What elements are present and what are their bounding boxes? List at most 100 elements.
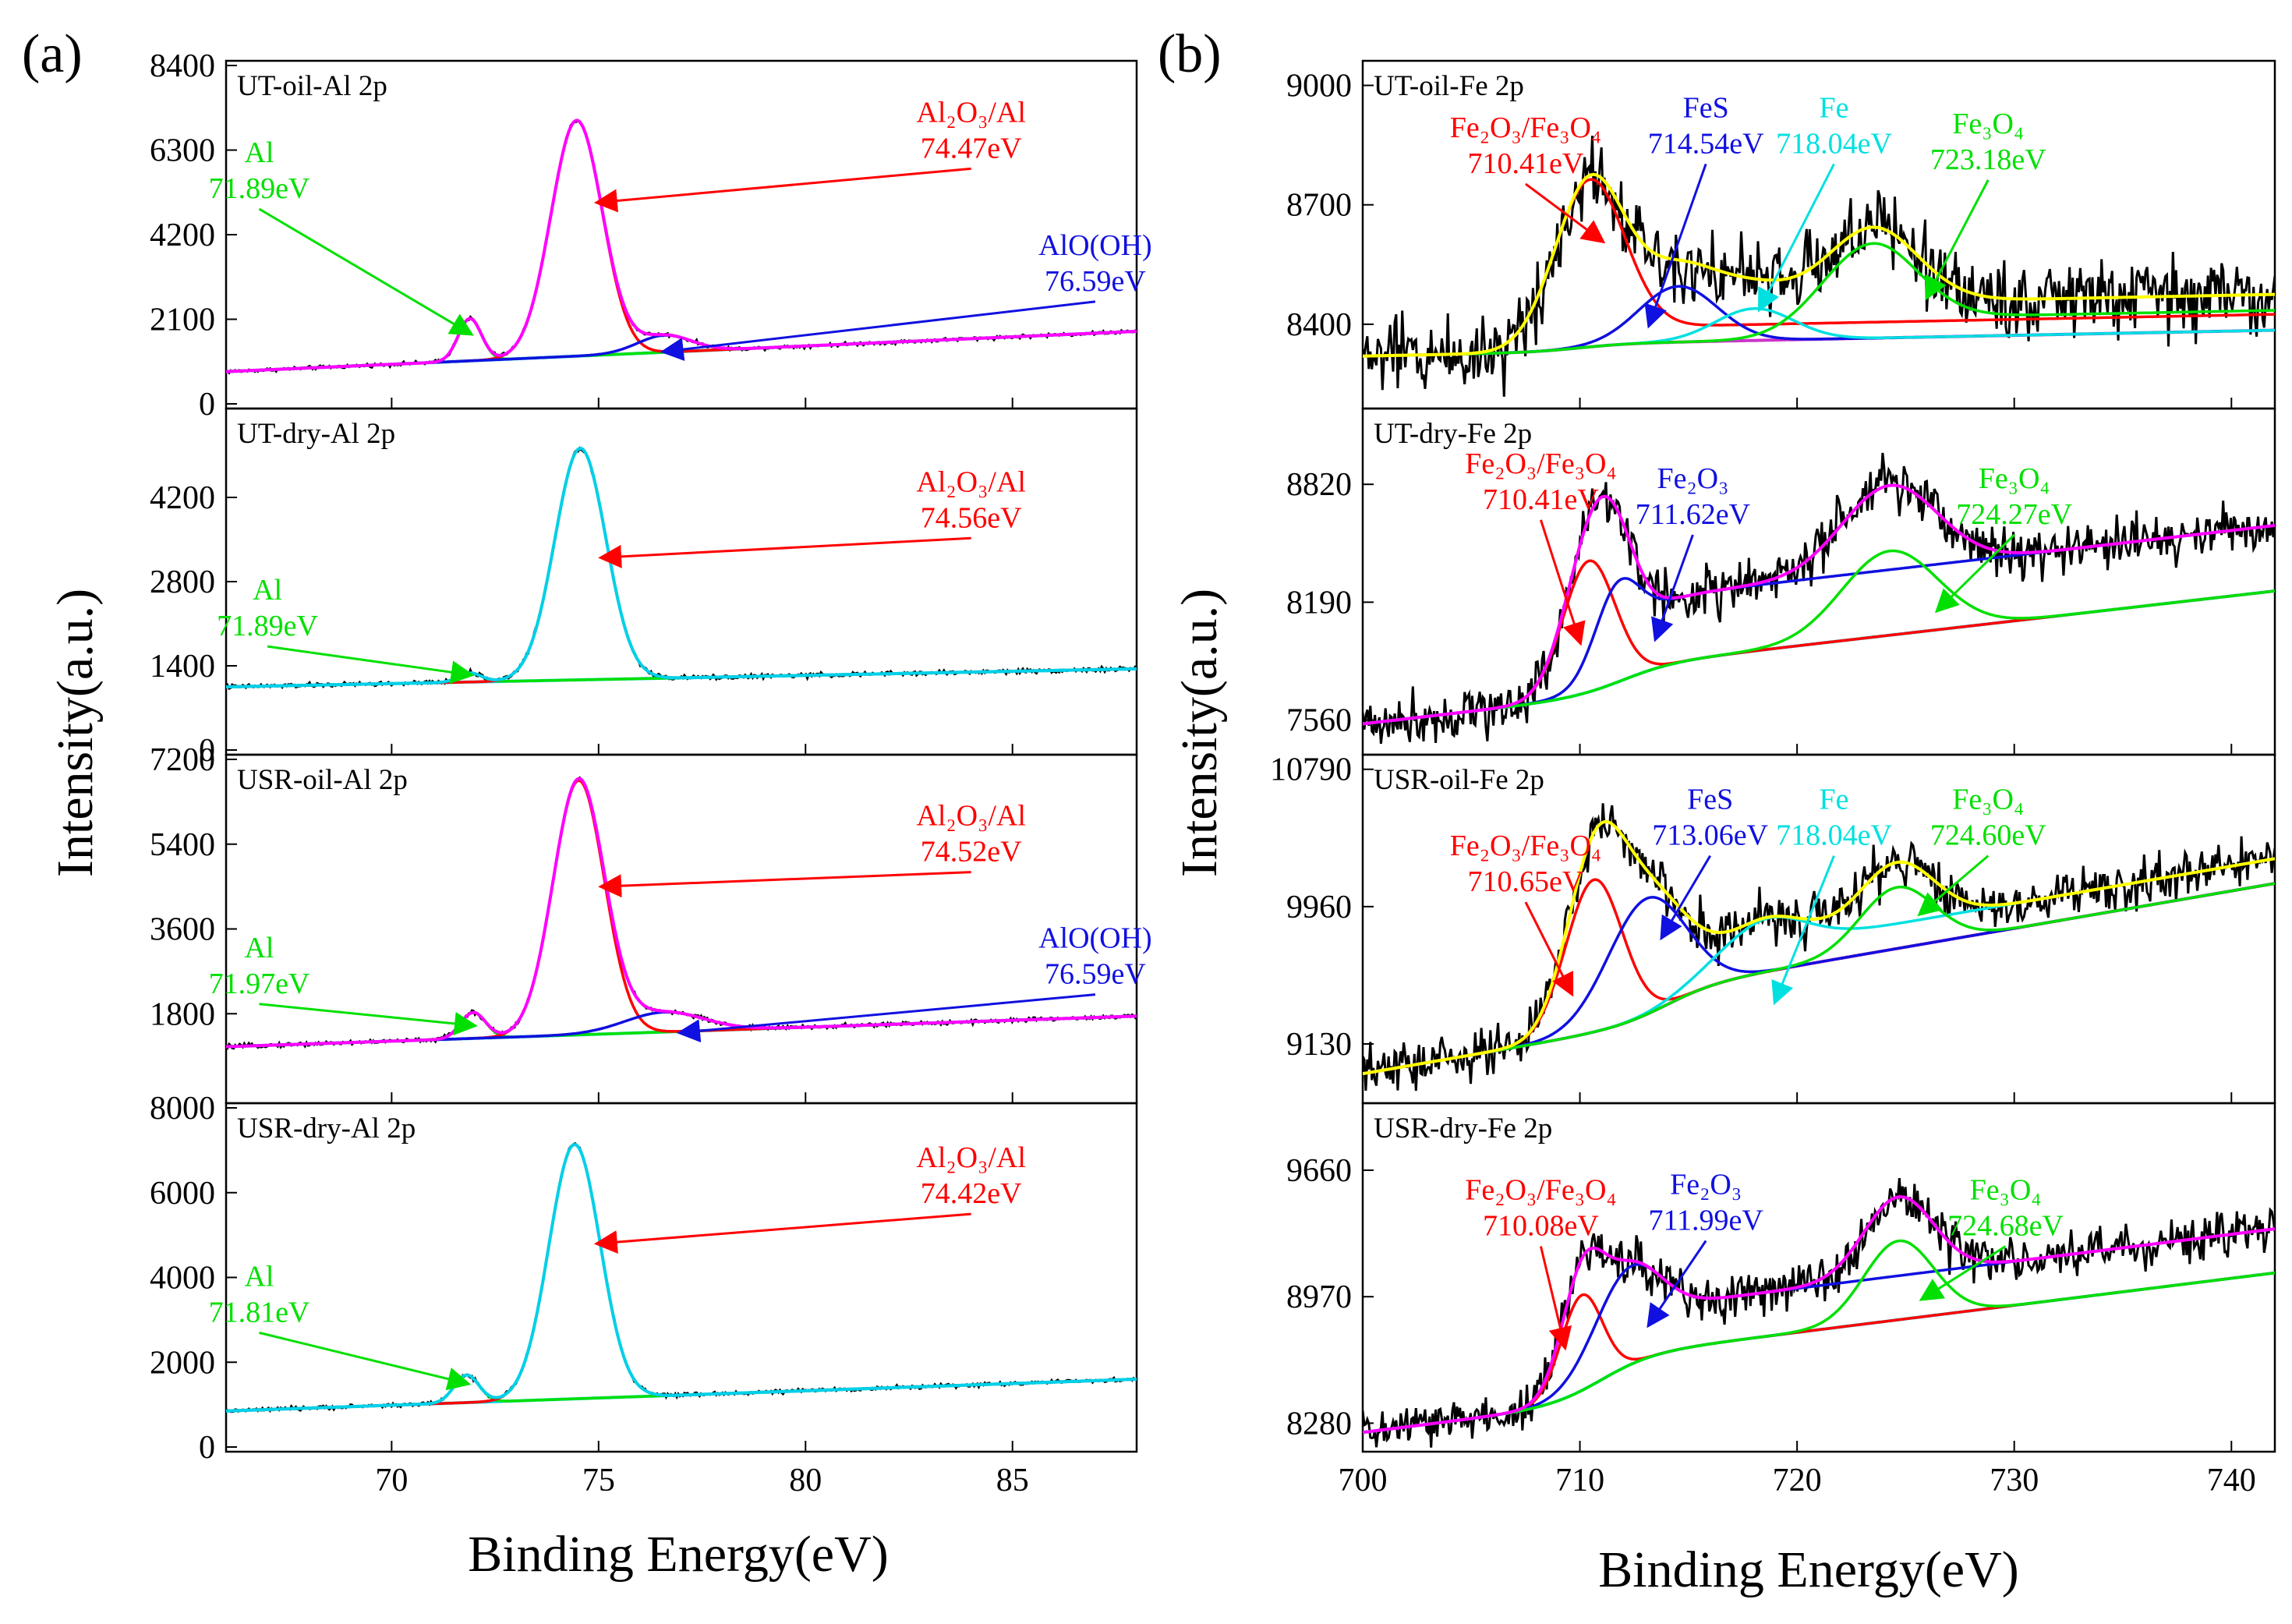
y-tick-label: 8190	[1286, 585, 1352, 621]
annotation-value: 76.59eV	[1045, 958, 1146, 991]
y-tick-label: 4000	[150, 1261, 215, 1297]
annotation-value: 71.97eV	[209, 968, 310, 1000]
y-tick-label: 0	[199, 387, 215, 423]
component-line-fe3o4	[1363, 882, 2275, 1075]
fit-sum-line	[1363, 819, 2275, 1076]
annotation-arrow	[1539, 1246, 1572, 1351]
y-tick-label: 8700	[1286, 188, 1352, 224]
annotation-label: Fe₃O₄	[1970, 1174, 2042, 1207]
annotation-label: Al₂O₃/Al	[916, 1141, 1026, 1174]
plot-area	[226, 1141, 1137, 1413]
annotation-arrow	[598, 871, 971, 898]
annotation-value: 71.81eV	[209, 1296, 310, 1329]
annotation-value: 710.41eV	[1483, 483, 1599, 516]
y-tick-label: 8820	[1286, 467, 1352, 503]
panel-label-a: (a)	[22, 24, 83, 84]
annotation-value: 74.42eV	[921, 1177, 1022, 1210]
x-tick-label: 85	[996, 1463, 1029, 1498]
annotation-arrow	[1919, 1245, 2007, 1301]
annotation-label: Al	[244, 136, 274, 169]
y-tick-label: 8280	[1286, 1406, 1352, 1442]
annotation-arrow	[267, 645, 475, 685]
fit-sum-line	[226, 447, 1137, 688]
annotation-label: Fe₂O₃/Fe₃O₄	[1450, 111, 1601, 144]
annotation-label: Fe₂O₃/Fe₃O₄	[1450, 830, 1601, 862]
annotation-label: AlO(OH)	[1038, 922, 1152, 955]
y-tick-label: 9130	[1286, 1027, 1352, 1063]
panel-6: 7560 8190 8820 UT-dry-Fe 2pFe₂O₃/Fe₃O₄710.4…	[1286, 407, 2276, 756]
y-tick-label: 8970	[1286, 1279, 1352, 1315]
y-tick-label: 8000	[150, 1091, 215, 1127]
y-tick-label: 6300	[150, 133, 215, 169]
annotation-arrow	[593, 1212, 971, 1254]
y-tick-label: 5400	[150, 827, 215, 863]
annotation-label: Al	[253, 574, 282, 607]
fit-sum-line	[1363, 1195, 2275, 1435]
y-tick-label: 8400	[150, 48, 215, 84]
plot-area	[1363, 452, 2275, 745]
panel-title: UT-oil-Al 2p	[237, 70, 387, 102]
fit-sum-line	[1363, 172, 2275, 358]
y-tick-label: 7200	[150, 742, 215, 778]
x-tick-label: 75	[582, 1463, 615, 1498]
annotation-label: Fe₂O₃/Fe₃O₄	[1465, 448, 1616, 480]
panel-4: 0 2000 4000 6000 8000 70 75 80 85 USR-dry-Al 2p Al…	[150, 1091, 1138, 1498]
annotation-value: 714.54eV	[1648, 127, 1764, 160]
panel-title: USR-oil-Fe 2p	[1374, 764, 1544, 796]
plot-area	[1363, 1177, 2275, 1448]
plot-area	[226, 776, 1137, 1050]
annotation-value: 710.08eV	[1483, 1210, 1599, 1243]
panel-title: UT-dry-Al 2p	[237, 418, 395, 450]
plot-area	[226, 446, 1137, 691]
x-tick-label: 700	[1339, 1463, 1388, 1498]
x-tick-label: 710	[1555, 1463, 1604, 1498]
annotation-arrow	[1525, 182, 1606, 244]
x-tick-label: 740	[2207, 1463, 2256, 1498]
annotation-label: FeS	[1687, 784, 1733, 816]
annotation-label: Fe₃O₄	[1952, 108, 2024, 140]
annotation-value: 718.04eV	[1776, 127, 1892, 160]
annotation-value: 711.62eV	[1636, 498, 1751, 531]
annotation-value: 724.60eV	[1930, 819, 2046, 852]
panel-8: 8280 8970 9660 700 710 720 730 740 USR-dry-Fe 2p…	[1286, 1102, 2276, 1498]
annotation-arrow	[1925, 179, 1990, 301]
annotation-arrow	[660, 300, 1096, 361]
y-tick-label: 1400	[150, 649, 215, 685]
baseline-line	[1363, 1271, 2275, 1435]
y-tick-label: 8400	[1286, 307, 1352, 343]
annotation-arrow	[1646, 1240, 1707, 1329]
fit-sum-line	[226, 1142, 1137, 1413]
y-tick-label: 1800	[150, 996, 215, 1032]
component-line-fe3o4	[1363, 242, 2275, 358]
annotation-label: Fe₃O₄	[1952, 784, 2024, 816]
x-tick-label: 720	[1773, 1463, 1822, 1498]
y-tick-label: 10790	[1270, 752, 1352, 788]
y-tick-label: 9660	[1286, 1153, 1352, 1189]
annotation-arrow	[1540, 519, 1586, 646]
panel-title: UT-oil-Fe 2p	[1374, 70, 1524, 102]
annotation-arrow	[259, 1003, 478, 1035]
annotation-label: Fe₂O₃/Fe₃O₄	[1465, 1174, 1616, 1207]
y-tick-label: 3600	[150, 912, 215, 948]
annotation-value: 710.41eV	[1468, 147, 1584, 180]
annotation-value: 713.06eV	[1652, 819, 1768, 852]
component-line-fe2o3-fe3o4	[1363, 1271, 2275, 1434]
y-tick-label: 9960	[1286, 890, 1352, 925]
panel-frame	[1361, 1102, 2276, 1453]
panel-3: 1800 3600 5400 7200 USR-oil-Al 2p Al 71.97eV Al…	[150, 742, 1152, 1105]
plot-area	[1363, 803, 2275, 1092]
panel-7: 9130 9960 10790 USR-oil-Fe 2p Fe₂O₃/Fe₃O₄710…	[1270, 752, 2276, 1105]
annotation-label: Al	[244, 932, 274, 964]
annotation-label: FeS	[1683, 91, 1729, 124]
annotation-arrow	[1917, 854, 1990, 917]
y-tick-label: 4200	[150, 218, 215, 253]
annotation-label: Fe₃O₄	[1979, 462, 2050, 495]
panel-5: 8400 8700 9000 UT-oil-Fe 2p Fe₂O₃/Fe₃O₄710.4…	[1286, 59, 2276, 410]
raw-data-line	[1363, 452, 2275, 745]
annotation-value: 71.89eV	[209, 172, 310, 205]
fit-sum-line	[226, 777, 1137, 1049]
y-tick-label: 6000	[150, 1176, 215, 1212]
panel-title: USR-dry-Al 2p	[237, 1113, 416, 1145]
